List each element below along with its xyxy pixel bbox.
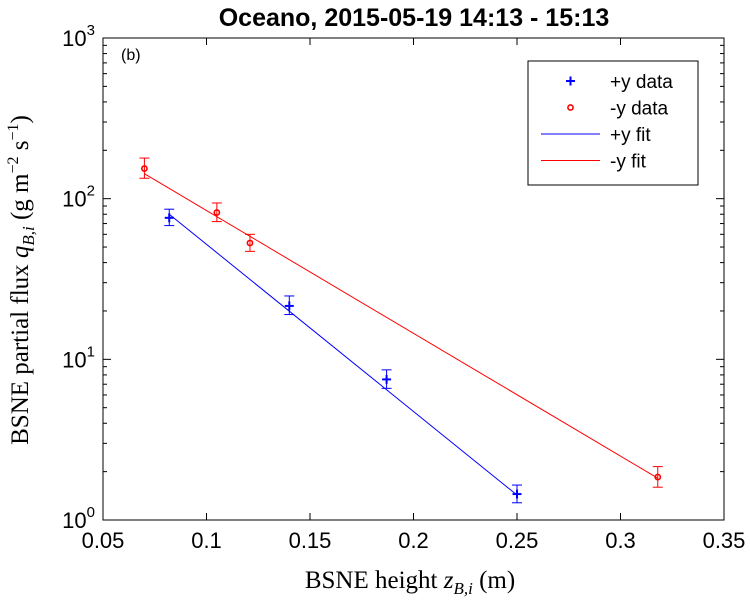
data-point [164,208,175,227]
x-axis-label-var: z [443,567,454,594]
legend-label: -y fit [610,152,647,173]
x-tick-label: 0.2 [398,528,429,553]
legend-entry: +y data [566,72,673,93]
y-tick-label: 101 [62,343,95,372]
y-axis-label-mid: s [7,140,34,156]
legend-label: +y data [610,72,673,93]
legend-entry: -y fit [541,152,647,173]
y-tick-label-exp: 1 [87,343,95,360]
x-axis-label-main: BSNE height [305,567,444,594]
series-layer [139,157,663,504]
data-point [381,369,392,389]
panel-label: (b) [121,47,141,64]
data-point [284,295,295,316]
marker-circle [213,209,221,216]
x-axis-label-sub: B,i [453,579,473,598]
x-tick-label: 0.3 [605,528,636,553]
y-tick-label-base: 10 [62,508,86,533]
data-point [512,484,522,504]
legend-label: -y data [610,99,669,120]
marker-circle [654,473,662,481]
y-tick-label-base: 10 [62,26,86,51]
x-axis-label: BSNE height zB,i (m) [305,567,515,598]
y-tick-label-base: 10 [62,347,86,372]
ticks-layer [102,37,725,521]
x-tick-label: 0.05 [82,528,125,553]
legend-marker-circle [567,104,574,111]
y-tick-label-exp: 2 [87,183,95,200]
data-point [244,233,255,252]
y-axis-label-exp2: −1 [5,123,22,140]
legend-label: +y fit [610,125,651,146]
x-tick-label: 0.1 [191,528,222,553]
data-point [211,202,222,223]
legend: +y data -y data +y fit -y fit [527,60,699,186]
y-axis-label-var: q [7,246,34,259]
x-tick-labels: 0.05 0.1 0.15 0.2 0.25 0.3 0.35 [82,528,746,553]
y-axis-label-exp1: −2 [5,156,22,173]
x-tick-label: 0.35 [703,528,746,553]
legend-entry: +y fit [541,125,651,146]
y-axis-label-main: BSNE partial flux [7,258,34,445]
legend-box [527,60,699,186]
y-tick-label-base: 10 [62,187,86,212]
marker-circle [140,165,148,172]
y-tick-label-exp: 3 [87,22,95,39]
data-point [139,157,150,179]
marker-circle [246,239,254,247]
legend-entry: -y data [567,99,669,120]
x-tick-label: 0.25 [496,528,539,553]
chart-title: Oceano, 2015-05-19 14:13 - 15:13 [219,4,610,32]
y-tick-label-exp: 0 [87,504,95,521]
fit-line [168,213,518,496]
fit-line [144,173,659,479]
y-tick-label: 103 [62,22,95,51]
y-axis-label-sub: B,i [19,226,38,246]
y-axis-label: BSNE partial flux qB,i (g m−2 s−1) [5,115,38,445]
y-tick-label: 102 [62,183,95,212]
data-point [652,466,663,488]
y-tick-label: 100 [62,504,95,533]
x-tick-label: 0.15 [289,528,332,553]
x-axis-label-unit: (m) [473,567,515,594]
y-axis-label-unit-close: ) [7,115,34,123]
y-axis-label-unit-open: (g m [7,173,34,226]
